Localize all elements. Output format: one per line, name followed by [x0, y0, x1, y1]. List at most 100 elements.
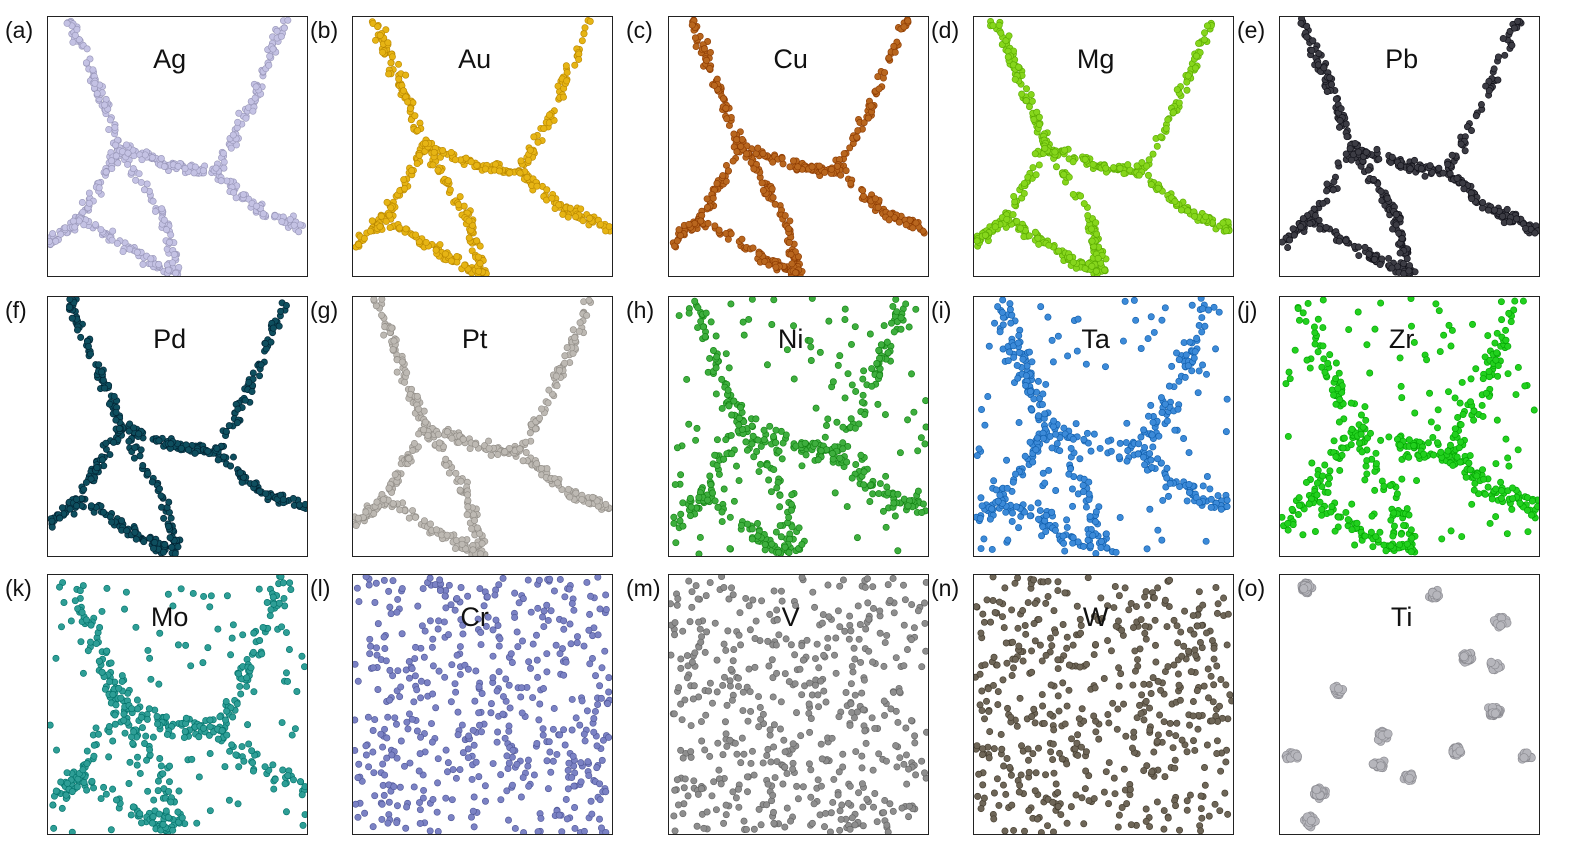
atom-dot: [1050, 417, 1058, 425]
atom-dot: [697, 317, 705, 325]
atom-dot: [1031, 228, 1039, 236]
atom-dot: [1052, 487, 1060, 494]
atom-dot: [1505, 309, 1513, 317]
atom-dot: [1351, 139, 1359, 147]
atom-scatter: [353, 297, 612, 556]
atom-dot: [771, 200, 779, 208]
atom-dot: [234, 118, 242, 126]
atom-dot: [378, 311, 386, 319]
atom-dot: [456, 193, 464, 201]
atom-dot: [693, 424, 701, 432]
atom-dot: [1207, 495, 1215, 503]
atom-dot: [1091, 518, 1099, 526]
atom-dot: [737, 521, 745, 529]
atom-dot: [1284, 244, 1292, 251]
atom-dot: [1141, 461, 1149, 469]
atom-dot: [495, 167, 503, 175]
atom-dot: [860, 192, 867, 200]
atom-dot: [1198, 314, 1206, 322]
atom-dot: [1192, 64, 1199, 72]
atom-dot: [1123, 457, 1131, 465]
atom-dot: [1026, 388, 1034, 396]
atom-dot: [1005, 348, 1013, 356]
atom-dot: [1084, 439, 1092, 447]
atom-dot: [131, 444, 139, 452]
atom-dot: [219, 149, 227, 157]
atom-dot: [1030, 395, 1038, 403]
atom-dot: [1069, 502, 1077, 510]
atom-dot: [1184, 72, 1192, 80]
atom-dot: [1076, 455, 1084, 463]
atom-dot: [97, 226, 105, 234]
atom-dot: [1324, 359, 1332, 367]
atom-dot: [273, 27, 281, 35]
atom-dot: [1056, 447, 1064, 455]
atom-dot: [1007, 319, 1015, 327]
atom-dot: [697, 217, 705, 225]
atom-dot: [875, 346, 883, 354]
atom-dot: [685, 220, 693, 228]
atom-dot: [174, 162, 182, 170]
atom-dot: [1153, 142, 1161, 150]
atom-dot: [164, 266, 172, 274]
atom-dot: [1336, 117, 1344, 125]
atom-dot: [229, 453, 237, 461]
atom-dot: [124, 149, 132, 157]
atom-dot: [1448, 151, 1456, 159]
atom-dot: [1009, 509, 1016, 517]
atom-dot: [686, 512, 694, 520]
atom-dot: [1025, 348, 1033, 356]
atom-dot: [87, 350, 95, 358]
atom-dot: [730, 130, 738, 138]
atom-dot: [1323, 180, 1331, 188]
atom-dot: [851, 424, 859, 432]
atom-dot: [110, 438, 118, 446]
atom-dot: [1065, 173, 1073, 181]
atom-dot: [991, 223, 999, 231]
atom-dot: [768, 540, 776, 548]
atom-dot: [701, 333, 709, 341]
atom-dot: [353, 522, 360, 530]
atom-dot: [170, 250, 178, 258]
atom-dot: [860, 119, 868, 127]
atom-dot: [139, 462, 147, 469]
atom-dot: [1067, 444, 1075, 452]
atom-dot: [984, 393, 992, 401]
atom-dot: [1513, 215, 1521, 223]
atom-dot: [703, 195, 711, 203]
atom-dot: [63, 19, 71, 27]
atom-dot: [1035, 515, 1042, 523]
atom-dot: [406, 105, 414, 112]
atom-dot: [459, 435, 467, 443]
atom-dot: [726, 545, 734, 553]
atom-dot: [143, 180, 151, 188]
atom-dot: [400, 176, 408, 184]
atom-dot: [1182, 351, 1190, 359]
atom-dot: [859, 186, 867, 194]
atom-scatter: [974, 297, 1231, 556]
atom-dot: [1485, 77, 1493, 85]
atom-dot: [816, 348, 824, 356]
atom-dot: [1290, 231, 1298, 239]
atom-dot: [212, 164, 220, 172]
atom-dot: [1286, 236, 1294, 244]
atom-dot: [785, 513, 793, 521]
atom-dot: [781, 543, 789, 551]
atom-dot: [994, 303, 1002, 311]
atom-dot: [1188, 301, 1196, 309]
atom-dot: [58, 504, 66, 512]
atom-dot: [1323, 187, 1331, 195]
atom-dot: [1097, 538, 1105, 545]
atom-dot: [1511, 297, 1519, 305]
atom-dot: [713, 436, 721, 444]
atom-dot: [410, 439, 418, 447]
atom-dot: [1173, 349, 1181, 357]
atom-dot: [401, 378, 409, 386]
atom-dot: [1514, 17, 1522, 25]
atom-scatter: [1280, 17, 1539, 276]
atom-dot: [1311, 329, 1319, 337]
atom-dot: [1522, 224, 1529, 232]
atom-dot: [718, 375, 726, 383]
atom-dot: [1470, 416, 1478, 424]
atom-dot: [1510, 306, 1518, 314]
